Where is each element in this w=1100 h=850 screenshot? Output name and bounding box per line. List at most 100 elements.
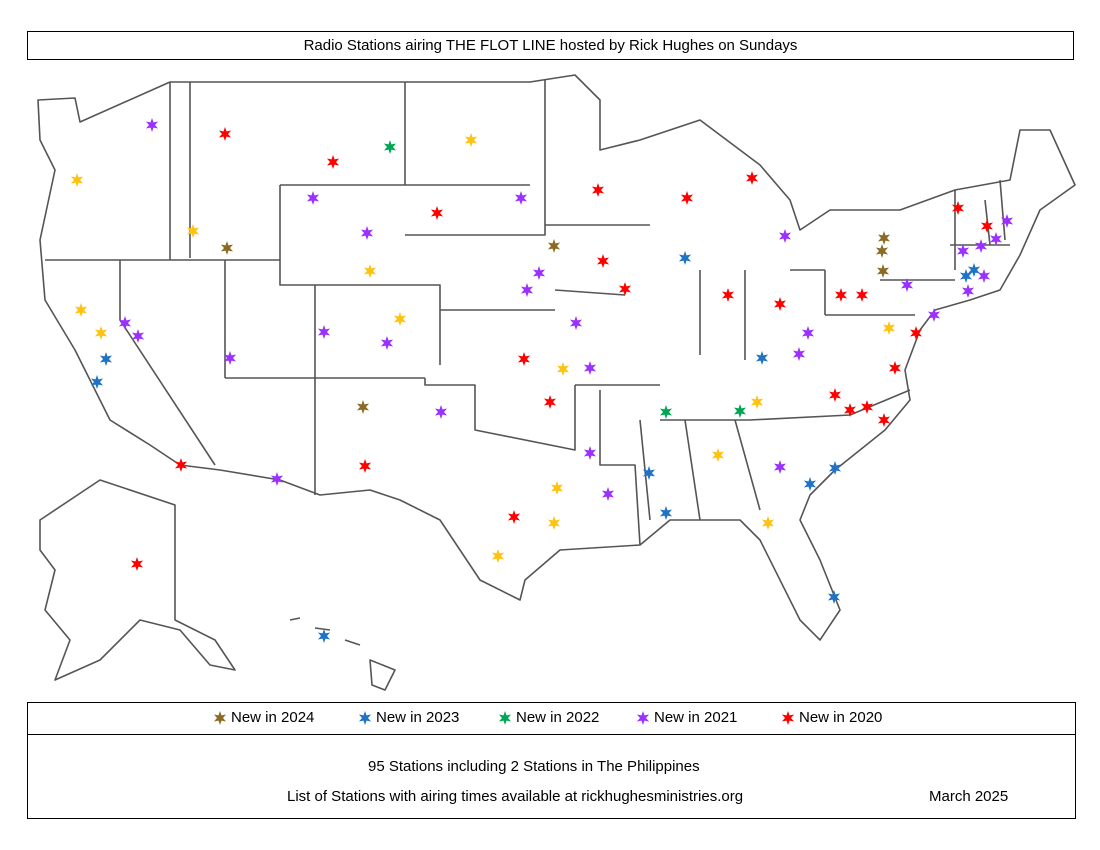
station-marker <box>547 239 561 253</box>
station-marker <box>358 459 372 473</box>
legend-item-2022: New in 2022 <box>498 709 599 726</box>
station-marker <box>755 351 769 365</box>
station-marker <box>569 316 583 330</box>
us-map <box>37 74 1076 691</box>
hawaii-islands <box>289 617 396 691</box>
station-marker <box>174 458 188 472</box>
station-marker <box>778 229 792 243</box>
station-marker <box>317 629 331 643</box>
legend-label-2022: New in 2022 <box>516 709 600 726</box>
station-marker <box>1000 214 1014 228</box>
station-marker <box>223 351 237 365</box>
star-green-icon <box>498 710 512 725</box>
stations-count: 95 Stations including 2 Stations in The … <box>368 758 700 775</box>
station-marker <box>951 201 965 215</box>
station-marker <box>186 224 200 238</box>
station-marker <box>801 326 815 340</box>
legend-label-2021: New in 2021 <box>654 709 738 726</box>
legend-label-2023: New in 2023 <box>376 709 460 726</box>
station-marker <box>380 336 394 350</box>
station-marker <box>977 269 991 283</box>
station-marker <box>843 403 857 417</box>
station-marker <box>909 326 923 340</box>
station-marker <box>827 590 841 604</box>
legend-label-2020: New in 2020 <box>799 709 883 726</box>
star-blue-icon <box>358 710 372 725</box>
legend-item-2023: New in 2023 <box>358 709 459 726</box>
station-marker <box>74 303 88 317</box>
station-marker <box>507 510 521 524</box>
station-marker <box>750 395 764 409</box>
station-marker <box>383 140 397 154</box>
station-marker <box>317 325 331 339</box>
station-marker <box>514 191 528 205</box>
station-marker <box>745 171 759 185</box>
station-marker <box>131 329 145 343</box>
station-marker <box>642 466 656 480</box>
star-brown-icon <box>213 710 227 725</box>
station-marker <box>430 206 444 220</box>
station-marker <box>543 395 557 409</box>
station-marker <box>927 308 941 322</box>
station-marker <box>356 400 370 414</box>
legend-item-2024: New in 2024 <box>213 709 314 726</box>
station-marker <box>974 239 988 253</box>
station-marker <box>99 352 113 366</box>
us-outline <box>37 74 1076 641</box>
station-marker <box>961 284 975 298</box>
station-marker <box>90 375 104 389</box>
station-marker <box>491 549 505 563</box>
station-marker <box>130 557 144 571</box>
station-marker <box>711 448 725 462</box>
station-marker <box>118 316 132 330</box>
station-marker <box>601 487 615 501</box>
station-marker <box>876 264 890 278</box>
station-marker <box>761 516 775 530</box>
station-marker <box>659 405 673 419</box>
station-marker <box>877 413 891 427</box>
station-marker <box>363 264 377 278</box>
station-marker <box>464 133 478 147</box>
station-markers <box>70 118 1014 643</box>
legend-box: New in 2024 New in 2023 New in 2022 New … <box>27 702 1076 819</box>
station-marker <box>678 251 692 265</box>
star-purple-icon <box>636 710 650 725</box>
station-marker <box>773 460 787 474</box>
station-marker <box>834 288 848 302</box>
state-borders <box>37 74 1076 691</box>
station-marker <box>550 481 564 495</box>
legend-item-2020: New in 2020 <box>781 709 882 726</box>
station-marker <box>828 461 842 475</box>
legend-item-2021: New in 2021 <box>636 709 737 726</box>
legend-label-2024: New in 2024 <box>231 709 315 726</box>
station-marker <box>967 263 981 277</box>
station-marker <box>556 362 570 376</box>
station-marker <box>218 127 232 141</box>
station-marker <box>721 288 735 302</box>
station-marker <box>596 254 610 268</box>
station-marker <box>360 226 374 240</box>
station-marker <box>517 352 531 366</box>
station-marker <box>959 269 973 283</box>
station-marker <box>532 266 546 280</box>
station-marker <box>618 282 632 296</box>
station-marker <box>393 312 407 326</box>
station-marker <box>989 232 1003 246</box>
station-marker <box>773 297 787 311</box>
stations-list-link-text: List of Stations with airing times avail… <box>287 788 744 805</box>
station-marker <box>547 516 561 530</box>
station-marker <box>733 404 747 418</box>
legend-row: New in 2024 New in 2023 New in 2022 New … <box>28 703 1075 735</box>
station-marker <box>860 400 874 414</box>
station-marker <box>956 244 970 258</box>
state-lines <box>45 80 1010 546</box>
station-marker <box>434 405 448 419</box>
station-marker <box>591 183 605 197</box>
station-marker <box>583 361 597 375</box>
station-marker <box>145 118 159 132</box>
station-marker <box>803 477 817 491</box>
station-marker <box>94 326 108 340</box>
station-marker <box>888 361 902 375</box>
station-marker <box>882 321 896 335</box>
station-marker <box>220 241 234 255</box>
